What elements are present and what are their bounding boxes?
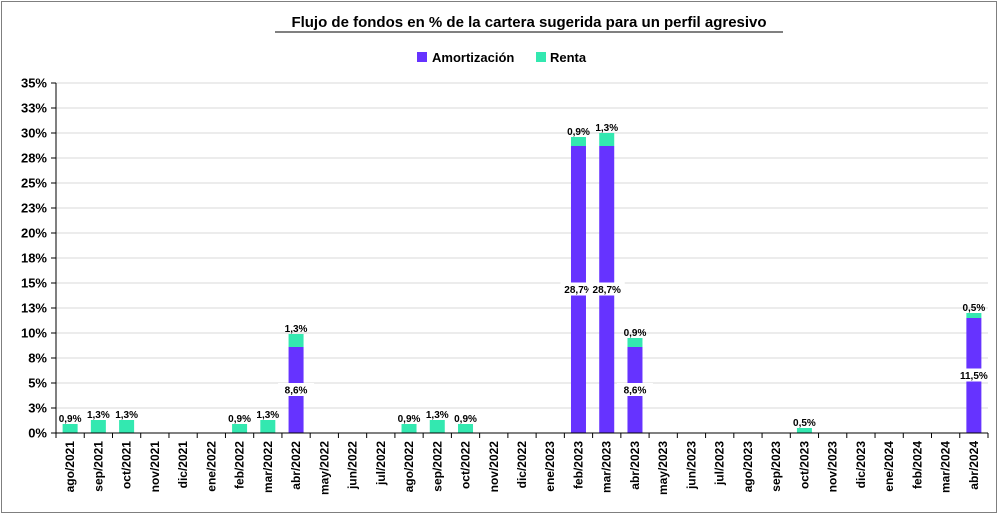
data-label-amortizacion: 8,6% xyxy=(624,386,647,397)
x-tick-label: nov/2023 xyxy=(826,441,840,493)
bar-renta xyxy=(401,424,417,433)
x-tick-label: jul/2022 xyxy=(374,441,388,486)
data-label-renta: 0,9% xyxy=(59,414,82,425)
legend-label-amortizacion: Amortización xyxy=(432,50,514,65)
data-label-renta: 1,3% xyxy=(115,410,138,421)
data-label-renta: 0,5% xyxy=(962,303,985,314)
data-label-renta: 1,3% xyxy=(285,324,308,335)
data-label-bg xyxy=(560,282,597,296)
x-tick-label: oct/2021 xyxy=(120,441,134,489)
y-tick-label: 35% xyxy=(21,76,47,91)
data-label-bg xyxy=(588,282,625,296)
data-label-renta: 0,9% xyxy=(228,414,251,425)
x-tick-label: feb/2023 xyxy=(571,441,585,489)
bar-renta xyxy=(62,424,78,433)
x-tick-label: mar/2024 xyxy=(939,441,953,493)
legend-swatch-renta xyxy=(536,52,546,62)
y-tick-label: 33% xyxy=(21,101,47,116)
data-label-renta: 1,3% xyxy=(426,410,449,421)
y-tick-label: 13% xyxy=(21,301,47,316)
data-label-renta: 1,3% xyxy=(595,123,618,134)
x-tick-label: sep/2021 xyxy=(91,441,105,492)
data-label-renta: 1,3% xyxy=(256,410,279,421)
data-label-renta: 0,9% xyxy=(454,414,477,425)
y-tick-label: 18% xyxy=(21,251,47,266)
legend-swatch-amortizacion xyxy=(417,52,427,62)
legend: Amortización Renta xyxy=(417,50,587,65)
y-tick-label: 15% xyxy=(21,276,47,291)
legend-label-renta: Renta xyxy=(550,50,587,65)
y-tick-label: 23% xyxy=(21,201,47,216)
x-tick-label: oct/2022 xyxy=(459,441,473,489)
data-label-bg xyxy=(955,368,992,382)
x-tick-label: may/2022 xyxy=(317,441,331,495)
y-tick-label: 28% xyxy=(21,151,47,166)
data-label-renta: 0,9% xyxy=(398,414,421,425)
data-label-bg xyxy=(616,383,653,396)
bar-renta xyxy=(288,334,304,347)
x-tick-label: ago/2022 xyxy=(402,441,416,493)
y-tick-label: 3% xyxy=(28,401,47,416)
bar-renta xyxy=(796,428,812,433)
bar-renta xyxy=(570,137,586,146)
data-label-amortizacion: 8,6% xyxy=(285,386,308,397)
bar-renta xyxy=(966,313,982,318)
x-tick-label: ene/2024 xyxy=(882,441,896,492)
x-tick-label: ago/2021 xyxy=(63,441,77,493)
x-tick-label: may/2023 xyxy=(656,441,670,495)
x-tick-label: abr/2024 xyxy=(967,441,981,490)
x-tick-label: oct/2023 xyxy=(797,441,811,489)
x-tick-label: abr/2022 xyxy=(289,441,303,490)
data-label-renta: 0,9% xyxy=(567,127,590,138)
bar-renta xyxy=(90,420,106,433)
x-tick-label: sep/2023 xyxy=(769,441,783,492)
x-tick-label: dic/2022 xyxy=(515,441,529,489)
y-tick-label: 25% xyxy=(21,176,47,191)
data-label-amortizacion: 28,7% xyxy=(593,285,621,296)
y-tick-label: 0% xyxy=(28,426,47,441)
y-tick-label: 5% xyxy=(28,376,47,391)
x-tick-label: ene/2023 xyxy=(543,441,557,492)
y-axis-ticks: 0% 3% 5% 8% 10% 13% 15% 18% 20% 23% 25% 28% 30% 33% 35… xyxy=(21,76,56,441)
x-tick-label: nov/2021 xyxy=(148,441,162,493)
bar-renta xyxy=(232,424,248,433)
x-tick-label: nov/2022 xyxy=(487,441,501,493)
x-tick-label: ago/2023 xyxy=(741,441,755,493)
x-tick-label: dic/2023 xyxy=(854,441,868,489)
axes xyxy=(55,83,989,438)
bar-renta xyxy=(458,424,474,433)
x-tick-label: ene/2022 xyxy=(204,441,218,492)
x-tick-label: sep/2022 xyxy=(430,441,444,492)
x-tick-label: jun/2023 xyxy=(684,441,698,490)
x-tick-label: jun/2022 xyxy=(346,441,360,490)
x-tick-label: feb/2024 xyxy=(910,441,924,489)
y-tick-label: 20% xyxy=(21,226,47,241)
bar-renta xyxy=(429,420,445,433)
chart-title: Flujo de fondos en % de la cartera suger… xyxy=(291,14,766,31)
bar-renta xyxy=(627,338,643,347)
x-tick-label: feb/2022 xyxy=(233,441,247,489)
y-tick-label: 10% xyxy=(21,326,47,341)
gridlines xyxy=(56,82,988,409)
y-tick-label: 8% xyxy=(28,351,47,366)
x-tick-label: abr/2023 xyxy=(628,441,642,490)
data-labels: 0,9% 1,3% 1,3% 0,9% 1,3% 8,6% 1,3% 0,9% 1,3% 0,9%… xyxy=(59,123,992,429)
x-tick-label: mar/2022 xyxy=(261,441,275,493)
data-label-renta: 0,9% xyxy=(624,328,647,339)
x-tick-label: dic/2021 xyxy=(176,441,190,489)
x-axis-ticks: ago/2021 sep/2021 oct/2021 nov/2021 dic/2021… xyxy=(63,441,981,495)
data-label-amortizacion: 11,5% xyxy=(960,371,988,382)
data-label-bg xyxy=(278,383,315,396)
y-tick-label: 30% xyxy=(21,126,47,141)
data-label-amortizacion: 28,7% xyxy=(564,285,592,296)
bar-renta xyxy=(260,420,276,433)
x-tick-label: mar/2023 xyxy=(600,441,614,493)
x-tick-label: jul/2023 xyxy=(713,441,727,486)
data-label-renta: 0,5% xyxy=(793,418,816,429)
data-label-renta: 1,3% xyxy=(87,410,110,421)
bar-renta xyxy=(119,420,135,433)
bar-renta xyxy=(599,133,615,146)
